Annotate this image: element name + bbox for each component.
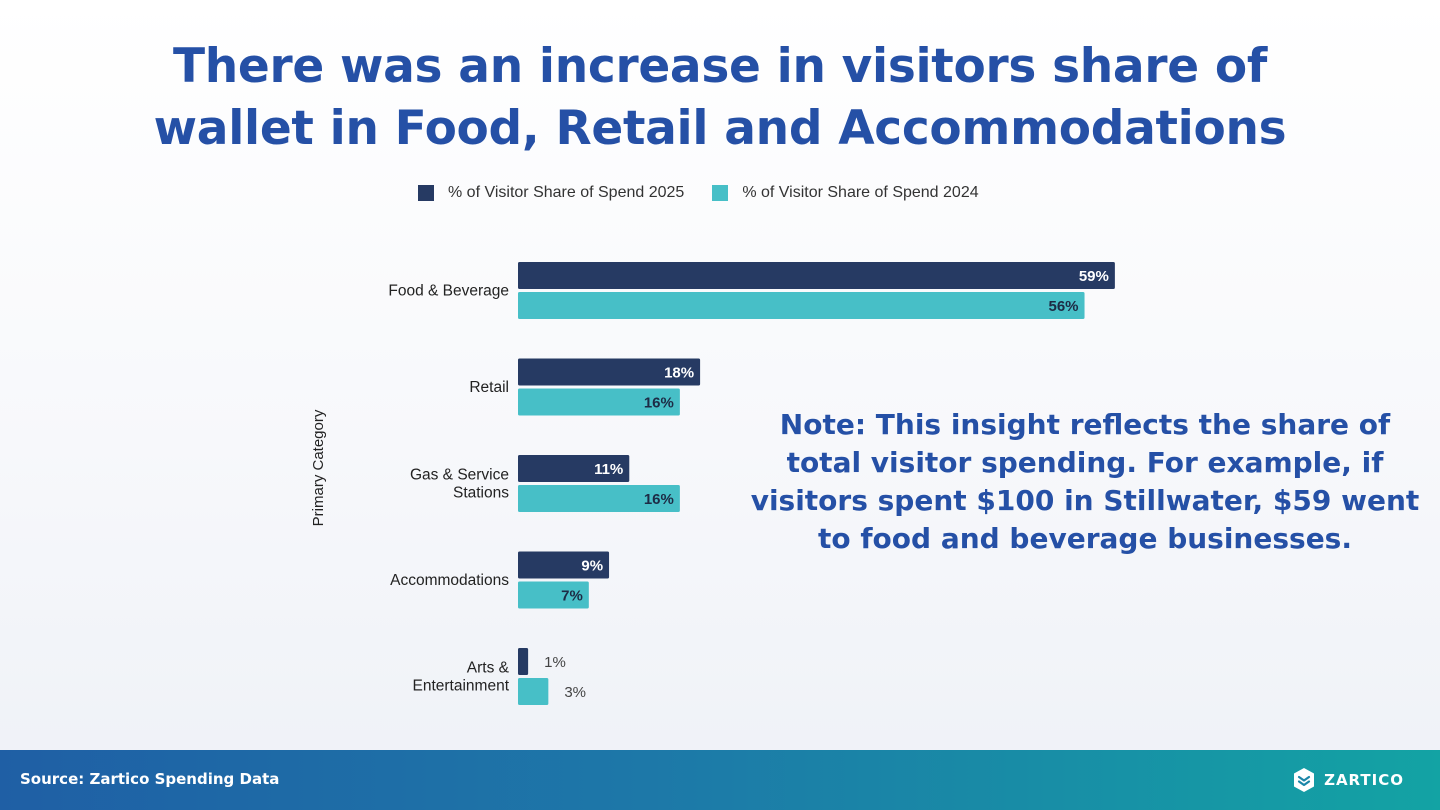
- bar-chart: Primary Category Food & Beverage 59%56% Ret…: [310, 262, 1115, 705]
- category-label: Retail: [469, 379, 509, 396]
- data-label-2025: 18%: [664, 365, 694, 382]
- slide-title: There was an increase in visitors share …: [0, 36, 1440, 160]
- data-label-2024: 3%: [564, 684, 586, 701]
- legend-item-2024: % of Visitor Share of Spend 2024: [712, 184, 979, 202]
- title-line-1: There was an increase in visitors share …: [173, 39, 1267, 94]
- data-label-2025: 11%: [594, 461, 623, 478]
- legend-label-2025: % of Visitor Share of Spend 2025: [448, 184, 685, 201]
- category-label: Food & Beverage: [388, 283, 509, 300]
- data-label-2025: 9%: [581, 558, 603, 575]
- data-label-2024: 16%: [644, 491, 674, 508]
- title-line-2: wallet in Food, Retail and Accommodation…: [153, 101, 1287, 156]
- category-label: Gas & Service Stations: [410, 467, 509, 502]
- legend-swatch-2024: [712, 185, 729, 201]
- category-label: Accommodations: [390, 572, 509, 589]
- chart-legend: % of Visitor Share of Spend 2025 % of Vi…: [418, 184, 1007, 202]
- data-label-2024: 16%: [644, 395, 674, 412]
- bar-2024: [518, 678, 549, 705]
- bar-2025: [518, 455, 630, 482]
- zartico-logo-icon: [1294, 768, 1315, 792]
- category-label: Arts & Entertainment: [413, 660, 510, 695]
- insight-note: Note: This insight reflects the share of…: [750, 408, 1420, 555]
- bar-2024: [518, 292, 1085, 319]
- bar-2025: [518, 551, 610, 579]
- legend-item-2025: % of Visitor Share of Spend 2025: [418, 184, 684, 202]
- bar-2024: [518, 581, 589, 609]
- bar-2025: [518, 358, 701, 386]
- data-label-2024: 7%: [561, 588, 583, 605]
- data-label-2025: 1%: [544, 654, 566, 671]
- zartico-logo: ZARTICO: [1291, 767, 1404, 793]
- data-label-2024: 56%: [1049, 298, 1079, 315]
- legend-swatch-2025: [418, 185, 434, 201]
- bar-2025: [518, 648, 529, 675]
- data-label-2025: 59%: [1079, 268, 1109, 285]
- bar-2025: [518, 262, 1115, 289]
- y-axis-title: Primary Category: [310, 409, 327, 526]
- footer-source: Source: Zartico Spending Data: [20, 770, 280, 788]
- bar-2024: [518, 485, 680, 512]
- logo-text: ZARTICO: [1324, 771, 1404, 789]
- legend-label-2024: % of Visitor Share of Spend 2024: [742, 184, 979, 201]
- footer-bar: Source: Zartico Spending Data ZARTICO: [0, 750, 1440, 810]
- bar-2024: [518, 388, 680, 416]
